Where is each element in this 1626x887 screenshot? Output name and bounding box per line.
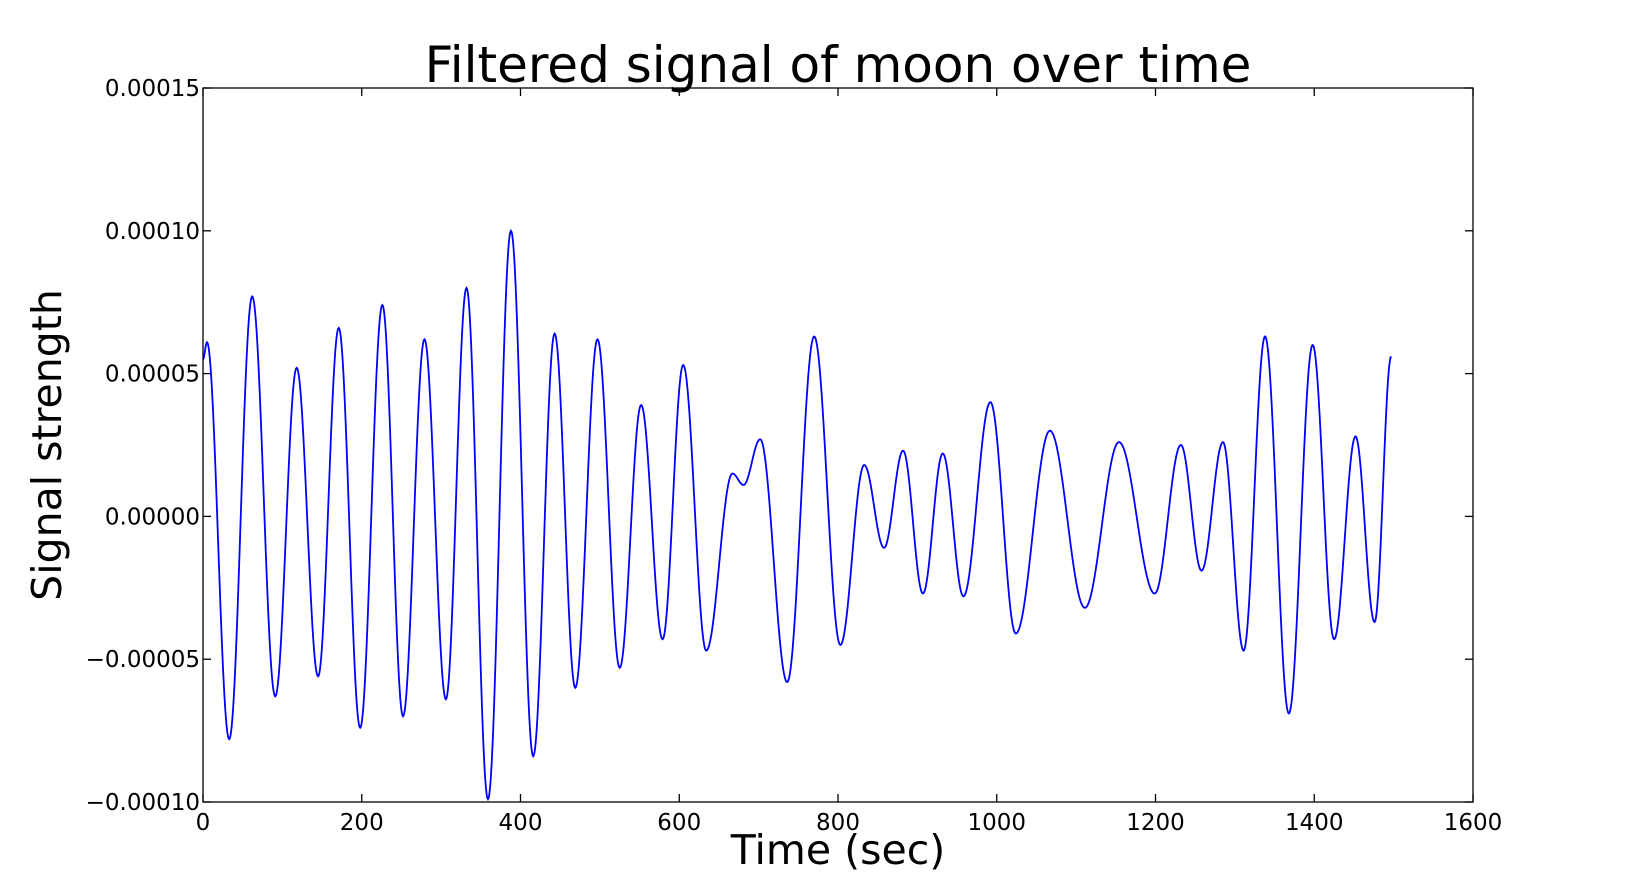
y-tick-label: 0.00000 xyxy=(105,504,200,530)
y-axis-label: Signal strength xyxy=(23,289,71,601)
y-tick-label: 0.00015 xyxy=(105,76,200,102)
x-tick-label: 600 xyxy=(657,810,701,836)
y-tick-label: −0.00005 xyxy=(86,647,200,673)
x-tick-label: 400 xyxy=(499,810,543,836)
plot-frame xyxy=(202,87,1474,803)
y-tick-label: 0.00005 xyxy=(105,362,200,388)
series-line xyxy=(202,229,1393,801)
plot-area xyxy=(202,87,1474,803)
x-axis-ticks: 0 200 400 600 800 1000 1200 1400 1600 xyxy=(196,88,1503,836)
y-tick-label: 0.00010 xyxy=(105,219,200,245)
x-tick-label: 1600 xyxy=(1444,810,1503,836)
x-tick-label: 200 xyxy=(340,810,384,836)
x-tick-label: 1000 xyxy=(967,810,1026,836)
chart-title: Filtered signal of moon over time xyxy=(425,36,1252,94)
y-tick-label: −0.00010 xyxy=(86,790,200,816)
x-axis-label: Time (sec) xyxy=(730,826,946,874)
y-axis-ticks: −0.00010 −0.00005 0.00000 0.00005 0.00010 0.0… xyxy=(86,76,1473,816)
x-tick-label: 800 xyxy=(816,810,860,836)
x-tick-label: 1400 xyxy=(1285,810,1344,836)
x-tick-label: 0 xyxy=(196,810,211,836)
x-tick-label: 1200 xyxy=(1126,810,1185,836)
